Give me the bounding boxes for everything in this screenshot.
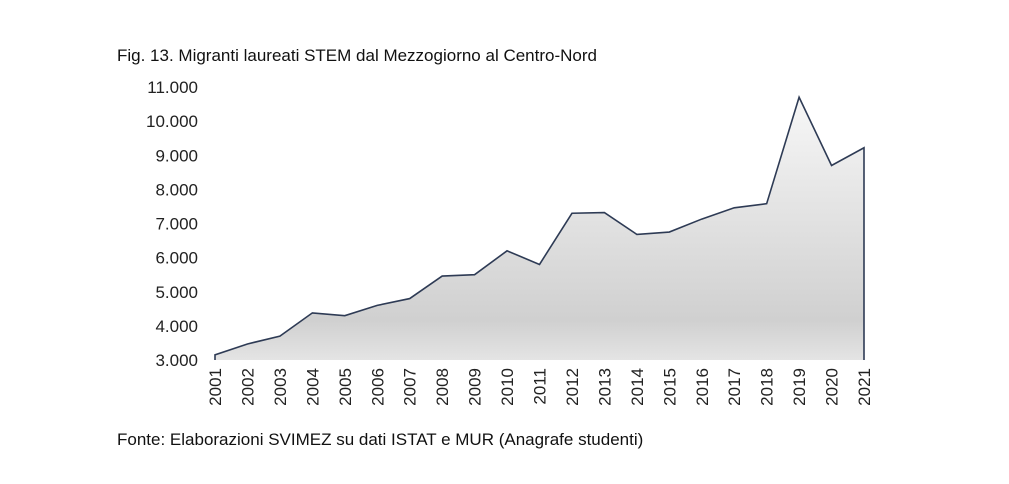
x-tick-label: 2007 <box>401 368 420 406</box>
x-tick-label: 2006 <box>368 368 387 406</box>
y-tick-label: 9.000 <box>155 146 198 165</box>
x-tick-label: 2013 <box>595 368 614 406</box>
x-tick-label: 2010 <box>498 368 517 406</box>
x-tick-label: 2020 <box>823 368 842 406</box>
y-tick-label: 7.000 <box>155 215 198 234</box>
x-tick-label: 2015 <box>660 368 679 406</box>
x-tick-label: 2004 <box>303 368 322 406</box>
x-tick-label: 2014 <box>628 368 647 406</box>
y-tick-label: 5.000 <box>155 283 198 302</box>
x-tick-label: 2021 <box>855 368 874 406</box>
chart-title: Fig. 13. Migranti laureati STEM dal Mezz… <box>117 46 597 65</box>
area-fill <box>215 97 864 361</box>
x-tick-label: 2012 <box>563 368 582 406</box>
y-tick-label: 4.000 <box>155 317 198 336</box>
x-tick-label: 2001 <box>206 368 225 406</box>
x-tick-label: 2016 <box>693 368 712 406</box>
y-tick-label: 10.000 <box>146 112 198 131</box>
chart-source: Fonte: Elaborazioni SVIMEZ su dati ISTAT… <box>117 430 644 449</box>
x-tick-label: 2008 <box>433 368 452 406</box>
y-tick-label: 8.000 <box>155 180 198 199</box>
y-tick-label: 6.000 <box>155 249 198 268</box>
y-tick-label: 3.000 <box>155 351 198 370</box>
x-tick-label: 2019 <box>790 368 809 406</box>
x-tick-label: 2017 <box>725 368 744 406</box>
y-tick-label: 11.000 <box>147 78 198 97</box>
x-tick-label: 2002 <box>238 368 257 406</box>
x-tick-label: 2003 <box>271 368 290 406</box>
x-tick-label: 2018 <box>758 368 777 406</box>
x-tick-label: 2009 <box>466 368 485 406</box>
x-tick-label: 2011 <box>531 368 550 405</box>
x-tick-label: 2005 <box>336 368 355 406</box>
